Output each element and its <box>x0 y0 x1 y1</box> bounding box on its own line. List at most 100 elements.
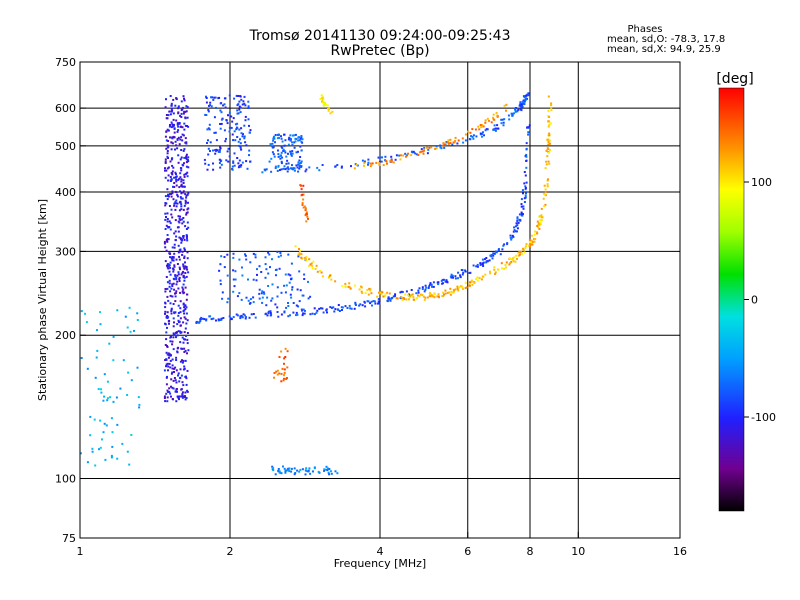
data-point <box>512 236 515 238</box>
data-point <box>400 290 403 293</box>
data-point <box>138 403 141 406</box>
data-point <box>522 205 525 208</box>
data-point <box>516 224 519 227</box>
data-point <box>170 158 173 161</box>
data-point <box>91 450 94 453</box>
data-point <box>398 154 401 157</box>
data-point <box>456 285 459 288</box>
data-point <box>440 147 443 150</box>
data-point <box>415 297 418 300</box>
data-point <box>276 373 279 376</box>
data-point <box>220 318 223 321</box>
data-point <box>169 266 172 269</box>
data-point <box>431 295 434 298</box>
data-point <box>248 149 251 152</box>
data-point <box>173 182 176 184</box>
data-point <box>165 147 168 150</box>
data-point <box>172 325 175 328</box>
data-point <box>171 343 174 346</box>
data-point <box>272 153 275 156</box>
data-point <box>275 370 278 373</box>
data-point <box>129 330 132 333</box>
data-point <box>175 173 177 176</box>
data-point <box>287 302 289 304</box>
data-point <box>521 105 524 108</box>
series-low-frequency-echoes <box>80 306 141 467</box>
data-point <box>511 258 514 261</box>
data-point <box>336 164 339 166</box>
data-point <box>164 228 167 230</box>
data-point <box>116 457 119 460</box>
data-point <box>223 103 226 106</box>
data-point <box>367 293 370 296</box>
data-point <box>288 137 291 140</box>
data-point <box>329 470 332 473</box>
data-point <box>525 94 527 97</box>
data-point <box>172 256 175 259</box>
data-point <box>549 122 552 125</box>
data-point <box>529 241 532 244</box>
data-point <box>166 295 169 298</box>
data-point <box>363 164 365 167</box>
data-point <box>399 158 402 161</box>
data-point <box>175 119 178 122</box>
data-point <box>226 253 229 256</box>
data-point <box>243 135 246 138</box>
data-point <box>204 113 207 116</box>
data-point <box>179 218 182 221</box>
data-point <box>210 96 212 99</box>
data-point <box>328 108 331 110</box>
data-point <box>185 275 188 278</box>
data-point <box>513 112 516 115</box>
data-point <box>516 220 519 222</box>
data-point <box>516 230 518 233</box>
data-point <box>519 219 522 222</box>
data-point <box>212 149 214 152</box>
data-point <box>183 331 186 334</box>
data-point <box>298 164 301 167</box>
data-point <box>349 307 352 310</box>
data-point <box>321 275 324 278</box>
data-point <box>245 144 248 147</box>
data-point <box>366 300 369 303</box>
data-point <box>467 130 469 133</box>
colorbar-tick-label: 100 <box>751 176 772 189</box>
data-point <box>548 124 551 127</box>
data-point <box>256 268 258 271</box>
data-point <box>172 268 175 271</box>
data-point <box>484 129 487 132</box>
data-point <box>282 150 285 152</box>
data-point <box>184 201 187 203</box>
data-point <box>167 356 170 359</box>
data-point <box>508 263 511 266</box>
x-tick-label: 8 <box>527 545 534 558</box>
data-point <box>296 313 299 316</box>
data-point <box>208 123 211 126</box>
data-point <box>240 148 243 151</box>
data-point <box>547 125 550 128</box>
data-point <box>290 467 293 470</box>
data-point <box>172 387 175 390</box>
data-point <box>111 445 114 448</box>
data-point <box>176 323 179 326</box>
data-point <box>421 294 424 296</box>
data-point <box>512 260 515 263</box>
data-point <box>185 158 188 161</box>
data-point <box>298 470 301 473</box>
data-point <box>280 372 283 375</box>
data-point <box>271 258 273 261</box>
data-point <box>237 166 240 169</box>
data-point <box>179 300 182 303</box>
data-point <box>170 148 173 151</box>
data-point <box>180 395 183 398</box>
data-point <box>249 160 252 163</box>
data-point <box>550 109 553 112</box>
data-point <box>544 190 547 193</box>
data-point <box>206 128 209 131</box>
data-point <box>322 311 325 314</box>
data-point <box>172 112 175 115</box>
data-point <box>331 110 334 113</box>
data-point <box>104 458 107 461</box>
series-upper-spread-1-8-2-2-mhz <box>203 94 252 171</box>
data-point <box>164 169 166 172</box>
